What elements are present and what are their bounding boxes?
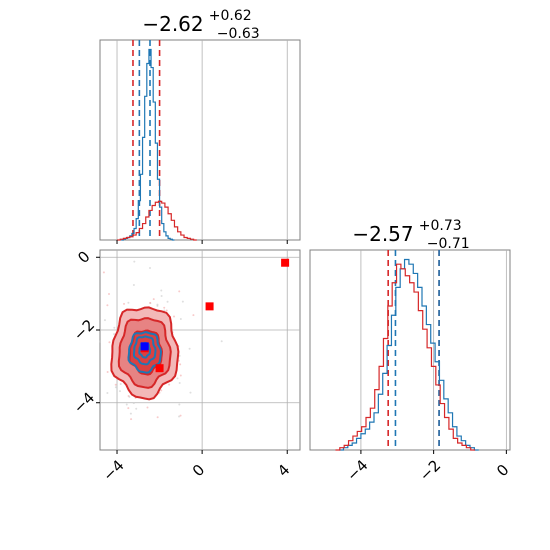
scatter-sample-point: [173, 315, 176, 318]
scatter-sample-point: [156, 303, 159, 306]
scatter-sample-point: [178, 290, 181, 293]
top-histogram-title: −2.62 +0.62 −0.63: [142, 5, 259, 42]
top-histogram-series: [117, 48, 197, 241]
scatter-x-tick-label: 0: [189, 461, 208, 480]
scatter-y-tick-label: −2: [70, 316, 98, 344]
scatter-y-tick-label: 0: [74, 248, 93, 267]
scatter-sample-point: [220, 340, 223, 343]
scatter-sample-point: [192, 314, 195, 317]
scatter-square-marker-1: [281, 258, 290, 267]
scatter-sample-point: [128, 395, 131, 398]
scatter-sample-point: [166, 300, 169, 303]
scatter-sample-point: [165, 309, 168, 312]
scatter-sample-point: [118, 390, 121, 393]
scatter-square-marker-4: [140, 342, 149, 351]
right-histogram-series-0: [339, 258, 479, 451]
top-histogram-series-1: [117, 200, 197, 241]
right-x-tick-label: 0: [493, 461, 512, 480]
scatter-sample-point: [179, 363, 182, 366]
blue-contour-0: [127, 331, 163, 374]
scatter-sample-point: [125, 403, 128, 406]
scatter-sample-point: [132, 402, 135, 405]
scatter-sample-point: [156, 416, 159, 419]
scatter-sample-point: [181, 300, 184, 303]
scatter-sample-point: [149, 301, 152, 304]
scatter-sample-point: [113, 333, 116, 336]
scatter-sample-point: [114, 383, 117, 386]
right-title-lower: −0.71: [427, 236, 470, 252]
scatter-sample-point: [163, 306, 166, 309]
scatter-markers: [140, 258, 290, 373]
scatter-sample-point: [132, 284, 135, 287]
scatter-sample-point: [127, 301, 130, 304]
scatter-y-tick-label: −4: [70, 389, 98, 417]
scatter-sample-point: [189, 391, 192, 394]
scatter-square-marker-0: [205, 302, 214, 311]
scatter-sample-point: [188, 347, 191, 350]
top-histogram-ticks: [116, 240, 288, 244]
scatter-sample-point: [152, 298, 155, 301]
scatter-sample-point: [148, 266, 151, 269]
blue-contour-1: [132, 335, 157, 366]
scatter-sample-point: [106, 371, 109, 374]
right-title-upper: +0.73: [419, 218, 462, 234]
scatter-sample-point: [123, 302, 126, 305]
scatter-sample-point: [135, 407, 138, 410]
top-histogram-series-0: [121, 48, 175, 241]
scatter-sample-point: [168, 383, 171, 386]
scatter-sample-point: [160, 389, 163, 392]
top-title-lower: −0.63: [217, 26, 260, 42]
scatter-sample-point: [107, 293, 110, 296]
scatter-sample-point: [178, 415, 181, 418]
top-histogram-frame: [99, 39, 301, 241]
scatter-x-tick-label: −4: [99, 456, 127, 484]
scatter-sample-point: [113, 326, 116, 329]
right-histogram-grid: [360, 250, 507, 450]
scatter-sample-point: [103, 319, 106, 322]
scatter-sample-point: [176, 377, 179, 380]
right-histogram-panel: −4 −2 0 −2.57 +0.73 −0.71: [309, 215, 513, 485]
right-histogram-series: [335, 258, 479, 451]
right-histogram-title: −2.57 +0.73 −0.71: [352, 215, 469, 252]
scatter-sample-point: [178, 354, 181, 357]
scatter-sample-point: [133, 260, 136, 263]
right-histogram-series-1: [335, 263, 476, 451]
top-histogram-panel: −2.62 +0.62 −0.63: [99, 5, 301, 244]
scatter-sample-point: [178, 403, 181, 406]
scatter-sample-point: [106, 304, 109, 307]
scatter-sample-point: [179, 317, 182, 320]
scatter-sample-point: [99, 340, 102, 343]
scatter-sample-point: [106, 391, 109, 394]
scatter-contour-panel: −4 0 4 0 −2 −4: [70, 248, 301, 485]
scatter-sample-point: [102, 271, 105, 274]
right-histogram-ticks: −4 −2 0: [343, 450, 513, 485]
top-histogram-quantile-lines: [132, 40, 161, 240]
scatter-sample-point: [127, 407, 130, 410]
right-x-tick-label: −2: [416, 456, 444, 484]
scatter-sample-point: [130, 418, 133, 421]
right-title-median: −2.57: [352, 222, 413, 246]
scatter-square-marker-2: [155, 364, 164, 373]
top-title-upper: +0.62: [209, 8, 252, 24]
scatter-sample-point: [129, 412, 132, 415]
scatter-sample-point: [160, 294, 163, 297]
scatter-sample-point: [114, 386, 117, 389]
scatter-sample-point: [146, 406, 149, 409]
top-histogram-grid: [116, 40, 288, 240]
scatter-sample-point: [179, 374, 182, 377]
scatter-sample-point: [179, 414, 182, 417]
top-title-median: −2.62: [142, 12, 203, 36]
scatter-sample-point: [160, 289, 163, 292]
scatter-x-tick-label: 4: [274, 461, 293, 480]
scatter-sample-point: [119, 383, 122, 386]
scatter-sample-point: [108, 341, 111, 344]
scatter-sample-point: [178, 382, 181, 385]
right-x-tick-label: −4: [343, 456, 371, 484]
